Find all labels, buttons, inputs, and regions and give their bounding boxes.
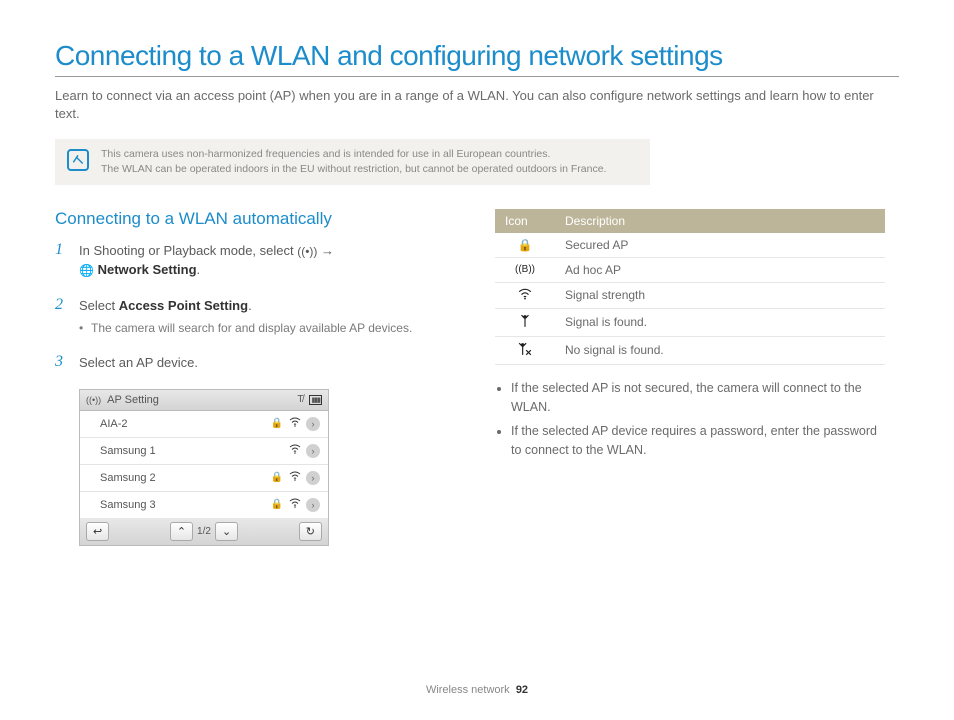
step-number: 3 bbox=[55, 353, 69, 373]
step-body: Select Access Point Setting. The camera … bbox=[79, 296, 445, 338]
footer-section: Wireless network bbox=[426, 684, 510, 696]
page-down-button[interactable]: ⌄ bbox=[215, 522, 238, 541]
table-row: Signal is found. bbox=[495, 308, 885, 336]
lock-icon: 🔒 bbox=[270, 418, 284, 429]
page-indicator: 1/2 bbox=[197, 526, 211, 537]
th-desc: Description bbox=[555, 209, 885, 233]
wifi-icon bbox=[288, 471, 302, 484]
wifi-icon bbox=[288, 444, 302, 457]
ap-header: ((•)) AP Setting T̸ ▮▮▮ bbox=[80, 390, 328, 411]
note-line-1: This camera uses non-harmonized frequenc… bbox=[101, 147, 606, 162]
refresh-button[interactable]: ↻ bbox=[299, 522, 322, 541]
page-intro: Learn to connect via an access point (AP… bbox=[55, 87, 899, 123]
back-button[interactable]: ↩ bbox=[86, 522, 109, 541]
wifi-source-icon: ((•)) bbox=[297, 244, 317, 258]
icon-description-table: Icon Description 🔒 Secured AP ((B)) Ad h… bbox=[495, 209, 885, 365]
antenna-x-icon: T̸ bbox=[297, 394, 303, 405]
chevron-icon: › bbox=[306, 417, 320, 431]
th-icon: Icon bbox=[495, 209, 555, 233]
ap-row[interactable]: AIA-2 🔒 › bbox=[80, 411, 328, 438]
wifi-icon bbox=[288, 498, 302, 511]
ap-title: AP Setting bbox=[107, 394, 291, 406]
chevron-icon: › bbox=[306, 498, 320, 512]
footer-page-number: 92 bbox=[516, 684, 528, 696]
step-2-sub: The camera will search for and display a… bbox=[79, 319, 445, 337]
lock-icon: 🔒 bbox=[270, 472, 284, 483]
right-bullets: If the selected AP is not secured, the c… bbox=[495, 379, 885, 460]
list-item: If the selected AP is not secured, the c… bbox=[511, 379, 885, 417]
adhoc-icon: ((B)) bbox=[495, 257, 555, 282]
wifi-icon bbox=[288, 417, 302, 430]
ap-setting-label: Access Point Setting bbox=[119, 298, 248, 313]
table-row: ((B)) Ad hoc AP bbox=[495, 257, 885, 282]
right-column: Icon Description 🔒 Secured AP ((B)) Ad h… bbox=[495, 209, 885, 546]
table-row: No signal is found. bbox=[495, 336, 885, 364]
lock-icon: 🔒 bbox=[495, 233, 555, 258]
step-number: 2 bbox=[55, 296, 69, 338]
chevron-icon: › bbox=[306, 444, 320, 458]
chevron-icon: › bbox=[306, 471, 320, 485]
note-line-2: The WLAN can be operated indoors in the … bbox=[101, 162, 606, 177]
list-item: If the selected AP device requires a pas… bbox=[511, 422, 885, 460]
note-icon bbox=[67, 149, 89, 171]
page-footer: Wireless network 92 bbox=[0, 684, 954, 696]
step-2: 2 Select Access Point Setting. The camer… bbox=[55, 296, 445, 338]
table-row: Signal strength bbox=[495, 282, 885, 308]
ap-row[interactable]: Samsung 2 🔒 › bbox=[80, 465, 328, 492]
left-column: Connecting to a WLAN automatically 1 In … bbox=[55, 209, 445, 546]
ap-row[interactable]: Samsung 1 › bbox=[80, 438, 328, 465]
network-setting-label: Network Setting bbox=[98, 262, 197, 277]
ap-settings-screenshot: ((•)) AP Setting T̸ ▮▮▮ AIA-2 🔒 › Samsun… bbox=[79, 389, 329, 546]
step-body: In Shooting or Playback mode, select ((•… bbox=[79, 241, 445, 280]
step-body: Select an AP device. bbox=[79, 353, 445, 373]
page-title: Connecting to a WLAN and configuring net… bbox=[55, 40, 899, 77]
step-3: 3 Select an AP device. bbox=[55, 353, 445, 373]
table-row: 🔒 Secured AP bbox=[495, 233, 885, 258]
page-up-button[interactable]: ⌃ bbox=[170, 522, 193, 541]
globe-icon: 🌐 bbox=[79, 264, 94, 278]
step-number: 1 bbox=[55, 241, 69, 280]
note-text: This camera uses non-harmonized frequenc… bbox=[101, 147, 606, 176]
step-1: 1 In Shooting or Playback mode, select (… bbox=[55, 241, 445, 280]
wifi-source-icon: ((•)) bbox=[86, 395, 101, 405]
lock-icon: 🔒 bbox=[270, 499, 284, 510]
ap-footer: ↩ ⌃ 1/2 ⌄ ↻ bbox=[80, 518, 328, 545]
ap-row[interactable]: Samsung 3 🔒 › bbox=[80, 492, 328, 518]
antenna-icon bbox=[495, 308, 555, 336]
section-heading: Connecting to a WLAN automatically bbox=[55, 209, 445, 229]
wifi-icon bbox=[495, 282, 555, 308]
battery-icon: ▮▮▮ bbox=[309, 395, 322, 405]
antenna-x-icon bbox=[495, 336, 555, 364]
note-box: This camera uses non-harmonized frequenc… bbox=[55, 139, 650, 184]
